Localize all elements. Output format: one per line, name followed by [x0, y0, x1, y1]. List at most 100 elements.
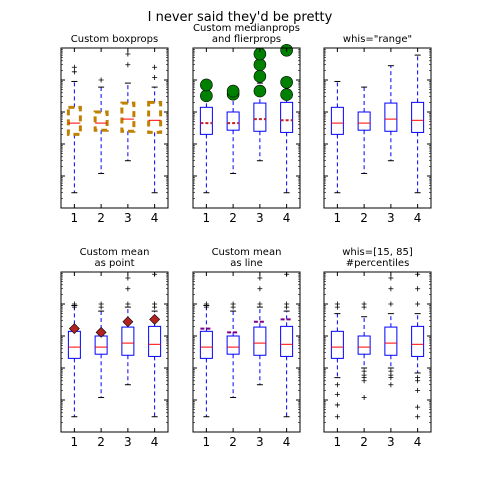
x-tick-label: 4: [283, 211, 291, 225]
flier-point: [334, 301, 340, 307]
box-group-2: [93, 77, 109, 174]
x-tick-label: 3: [124, 435, 132, 449]
flier-point: [125, 286, 131, 292]
axes-frame: [323, 47, 432, 209]
box-group-2: [357, 86, 371, 174]
box: [148, 325, 162, 357]
box-group-1: [67, 301, 81, 418]
flier-point: [361, 394, 367, 400]
flier-point: [230, 301, 236, 307]
subplot-title-line: Custom boxprops: [71, 34, 158, 45]
x-tick-label: 1: [203, 435, 211, 449]
x-tick-label: 3: [256, 211, 264, 225]
x-tick-label: 4: [151, 435, 159, 449]
flier-point: [334, 382, 340, 388]
flier-point: [280, 75, 293, 89]
box: [357, 335, 371, 355]
box: [280, 325, 294, 357]
x-tick-label: 3: [387, 211, 395, 225]
box-group-3: [384, 65, 398, 162]
box-group-2: [226, 84, 240, 174]
flier-point: [71, 64, 77, 70]
box-group-2: [94, 301, 108, 398]
flier-point: [200, 78, 213, 92]
box-group-4: [147, 64, 163, 194]
x-tick-label: 2: [360, 435, 368, 449]
box: [94, 335, 108, 355]
box-group-4: [280, 43, 294, 194]
flier-point: [152, 301, 158, 307]
box: [330, 330, 344, 359]
box-group-4: [280, 271, 294, 418]
axes-frame: [323, 271, 432, 433]
flier-point: [203, 301, 209, 307]
box-group-1: [199, 301, 213, 418]
flier-point: [284, 301, 290, 307]
box: [199, 106, 213, 135]
box: [199, 330, 213, 359]
flier-point: [388, 301, 394, 307]
x-tick-label: 1: [203, 211, 211, 225]
subplot-1: Custom boxprops 1 2 3 4: [60, 34, 169, 225]
flier-point: [415, 404, 421, 410]
flier-point: [415, 286, 421, 292]
box-group-3: [253, 275, 267, 386]
subplot-title-line: #percentiles: [346, 258, 410, 269]
flier-point: [334, 391, 340, 397]
axes-frame: [60, 47, 169, 209]
flier-point: [415, 375, 421, 381]
flier-point: [71, 301, 77, 307]
box: [226, 335, 240, 355]
flier-point: [257, 301, 263, 307]
x-tick-label: 2: [97, 435, 105, 449]
flier-point: [388, 275, 394, 281]
box: [411, 325, 425, 357]
box: [93, 110, 109, 132]
figure-title: I never said they'd be pretty: [148, 10, 333, 25]
flier-point: [388, 382, 394, 388]
flier-point: [125, 62, 131, 68]
flier-point: [253, 70, 267, 83]
flier-point: [152, 74, 158, 80]
box-group-4: [411, 54, 425, 194]
box-group-1: [330, 80, 344, 194]
box-group-3: [121, 275, 135, 386]
x-tick-label: 3: [256, 435, 264, 449]
flier-point: [280, 88, 293, 101]
flier-point: [257, 275, 263, 281]
box: [253, 102, 267, 132]
x-tick-label: 1: [334, 435, 342, 449]
axes-frame: [60, 271, 169, 433]
flier-point: [388, 368, 394, 374]
box-group-4: [411, 271, 425, 420]
flier-point: [253, 58, 267, 72]
x-tick-label: 4: [151, 211, 159, 225]
subplot-title-line: Custom mean: [212, 247, 282, 258]
x-tick-label: 2: [97, 211, 105, 225]
box: [120, 101, 136, 133]
flier-point: [125, 51, 131, 57]
subplot-title-line: Custom mean: [80, 247, 150, 258]
box: [411, 101, 425, 133]
subplot-title-line: as point: [94, 258, 134, 269]
flier-point: [334, 414, 340, 420]
flier-point: [253, 84, 267, 98]
box: [121, 326, 135, 356]
box-group-1: [66, 64, 82, 194]
box: [67, 330, 81, 359]
axes-frame: [192, 47, 301, 209]
subplot-title-line: and flierprops: [212, 34, 281, 45]
box: [147, 100, 163, 134]
x-tick-label: 1: [71, 435, 79, 449]
box-group-1: [199, 78, 213, 194]
subplot-title-line: whis="range": [343, 34, 412, 45]
box-group-3: [253, 47, 267, 162]
x-tick-label: 1: [334, 211, 342, 225]
subplot-title-line: as line: [230, 258, 263, 269]
x-tick-label: 2: [229, 211, 237, 225]
box: [226, 111, 240, 131]
mean-marker: [68, 323, 80, 335]
